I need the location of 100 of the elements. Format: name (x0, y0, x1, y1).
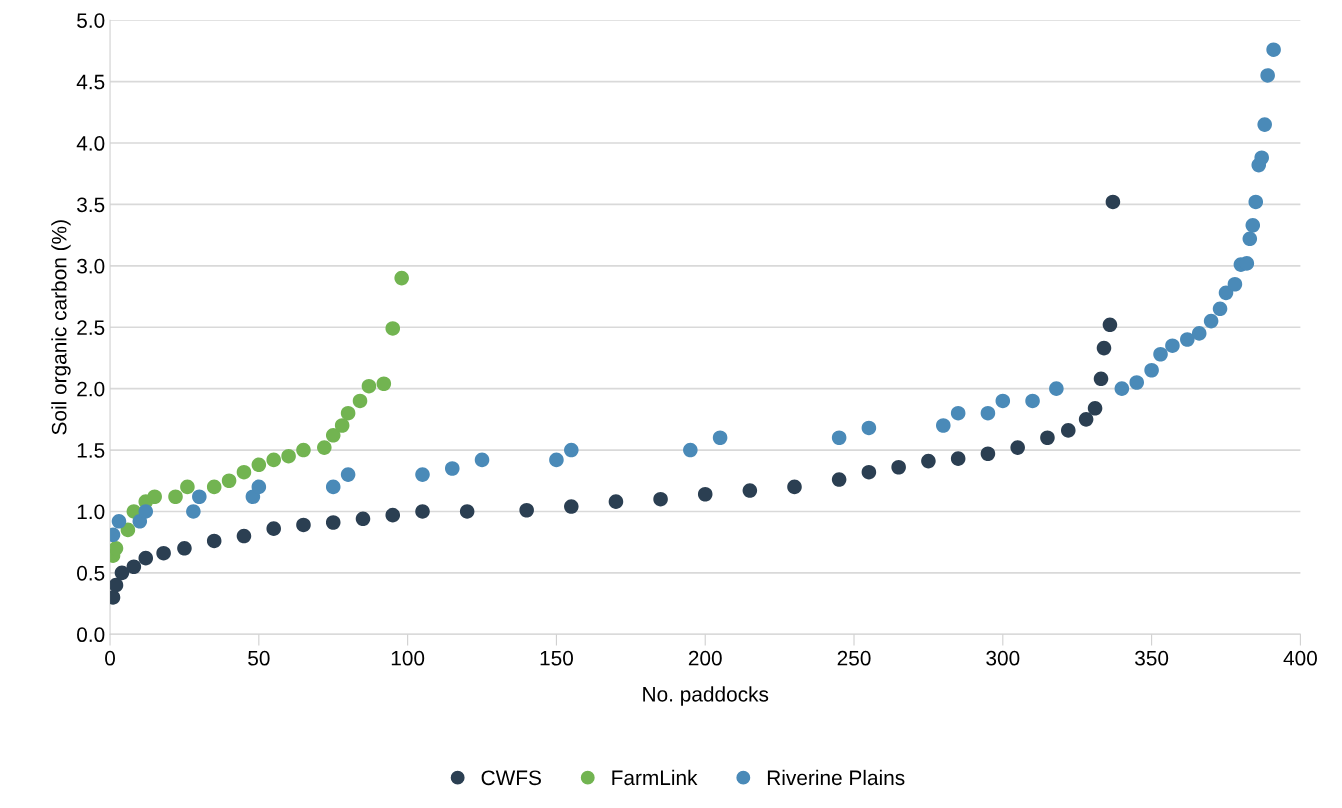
y-tick-label: 1.0 (77, 504, 105, 520)
point (1212, 301, 1228, 317)
point (950, 451, 966, 466)
point (936, 418, 951, 433)
x-tick-label: 200 (688, 650, 722, 666)
point (206, 533, 222, 549)
point (712, 430, 728, 446)
point (742, 483, 758, 498)
point (1129, 375, 1145, 390)
point (459, 504, 475, 519)
point (891, 459, 906, 475)
point (110, 577, 124, 593)
point (325, 479, 341, 495)
point (653, 491, 668, 507)
point (980, 446, 996, 462)
point (1257, 117, 1272, 132)
x-tick-label: 100 (391, 650, 425, 666)
point (177, 541, 192, 556)
point (995, 393, 1011, 409)
point (1248, 194, 1264, 210)
point (147, 489, 162, 505)
point (1087, 401, 1103, 416)
point (1093, 371, 1109, 387)
x-tick-label: 300 (986, 650, 1020, 666)
point (1165, 338, 1180, 353)
point (1203, 313, 1219, 329)
x-tick-label: 0 (105, 650, 116, 666)
point (549, 452, 564, 468)
point (519, 502, 534, 518)
point (236, 464, 252, 480)
point (192, 489, 207, 505)
point (266, 452, 281, 468)
point (474, 452, 490, 468)
x-tick-label: 150 (540, 650, 573, 666)
point (1010, 440, 1025, 455)
point (1061, 423, 1076, 438)
point (236, 528, 252, 544)
point (126, 559, 142, 575)
x-tick-label: 50 (248, 650, 270, 666)
point (697, 486, 713, 502)
point (361, 378, 377, 394)
point (138, 504, 154, 519)
point (325, 428, 341, 443)
point (683, 442, 698, 458)
point (831, 472, 847, 487)
point (1218, 285, 1234, 301)
point (564, 499, 579, 514)
point (1153, 346, 1168, 362)
point (394, 270, 409, 286)
point (111, 514, 127, 529)
point (334, 418, 350, 433)
point (1078, 412, 1094, 427)
x-tick-label: 400 (1283, 650, 1317, 666)
point (325, 515, 341, 530)
point (186, 504, 201, 519)
y-axis-title: Soil organic carbon (%) (51, 220, 71, 435)
point (340, 467, 356, 482)
point (861, 464, 877, 480)
point (1266, 42, 1281, 57)
y-tick-label: 0.0 (77, 627, 105, 643)
point (1105, 194, 1121, 210)
point (156, 545, 171, 561)
point (980, 405, 996, 421)
point (251, 479, 267, 495)
x-axis-title: No. paddocks (643, 686, 769, 706)
point (564, 442, 579, 458)
point (340, 405, 356, 421)
point (296, 442, 311, 458)
y-tick-label: 2.0 (77, 381, 105, 397)
point (1096, 340, 1112, 356)
point (444, 461, 460, 476)
point (1260, 68, 1275, 83)
legend-label: FarmLink (612, 769, 698, 786)
point (376, 376, 392, 392)
y-tick-label: 4.5 (76, 74, 105, 90)
point (831, 430, 847, 446)
point (114, 565, 130, 581)
point (385, 321, 401, 336)
point (355, 511, 371, 527)
point (1040, 430, 1055, 446)
point (385, 507, 401, 523)
point (168, 489, 183, 505)
point (1191, 326, 1207, 341)
point (1254, 150, 1269, 166)
point (1180, 332, 1195, 347)
y-tick-label: 3.5 (77, 197, 105, 213)
point (120, 522, 136, 538)
x-tick-label: 350 (1135, 650, 1169, 666)
y-tick-label: 5.0 (77, 13, 105, 28)
y-tick-label: 2.5 (77, 320, 105, 335)
legend-label: Riverine Plains (767, 769, 905, 786)
y-tick-label: 4.0 (76, 136, 105, 151)
point (281, 448, 296, 464)
y-tick-label: 1.5 (77, 443, 105, 458)
point (1102, 317, 1118, 333)
point (266, 521, 281, 536)
point (352, 393, 368, 409)
point (1242, 231, 1258, 247)
point (110, 541, 124, 556)
x-tick-label: 250 (837, 650, 871, 666)
